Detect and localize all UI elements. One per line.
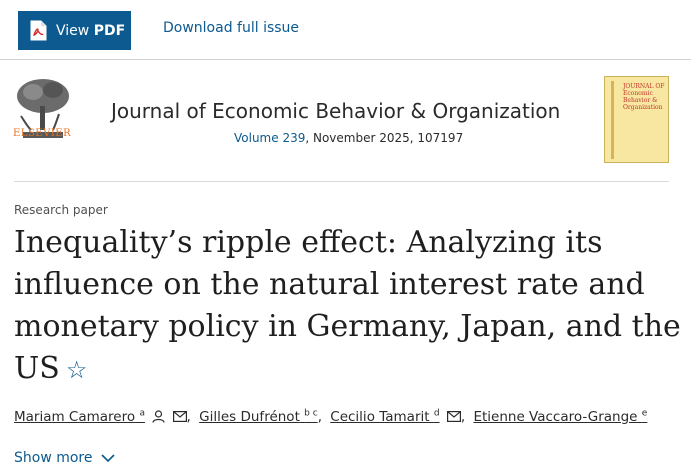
person-icon[interactable] [152,410,165,423]
email-icon[interactable] [172,411,187,422]
article-type: Research paper [14,203,108,217]
publisher-name: ELSEVIER [13,128,72,139]
chevron-down-icon [100,453,115,462]
author-link[interactable]: Cecilio Tamarit d [330,408,440,425]
elsevier-tree-logo [13,76,73,140]
cover-text: JOURNAL OF Economic Behavior & Organizat… [623,83,665,111]
author-link[interactable]: Mariam Camarero a [14,408,145,425]
volume-info: Volume 239, November 2025, 107197 [234,131,463,145]
show-more-button[interactable]: Show more [14,450,115,466]
author-link[interactable]: Etienne Vaccaro-Grange e [473,408,648,425]
star-icon[interactable]: ☆ [65,356,88,384]
header-divider [14,181,669,182]
author-link[interactable]: Gilles Dufrénot b c [199,408,318,425]
view-pdf-label: View PDF [56,22,126,39]
journal-cover-thumbnail[interactable]: JOURNAL OF Economic Behavior & Organizat… [604,76,669,163]
author-list: Mariam Camarero a , Gilles Dufrénot b c,… [14,408,648,425]
article-title: Inequality’s ripple effect: Analyzing it… [14,225,681,386]
view-pdf-button[interactable]: View PDF [18,11,131,50]
pdf-icon [30,20,47,41]
top-toolbar: View PDF Download full issue [0,0,691,60]
journal-title[interactable]: Journal of Economic Behavior & Organizat… [111,99,561,123]
issue-date: , November 2025, 107197 [305,131,464,145]
download-full-issue-link[interactable]: Download full issue [163,20,300,36]
email-icon[interactable] [446,411,461,422]
cover-stripe [611,81,614,159]
show-more-label: Show more [14,450,93,466]
volume-link[interactable]: Volume 239 [234,131,306,145]
